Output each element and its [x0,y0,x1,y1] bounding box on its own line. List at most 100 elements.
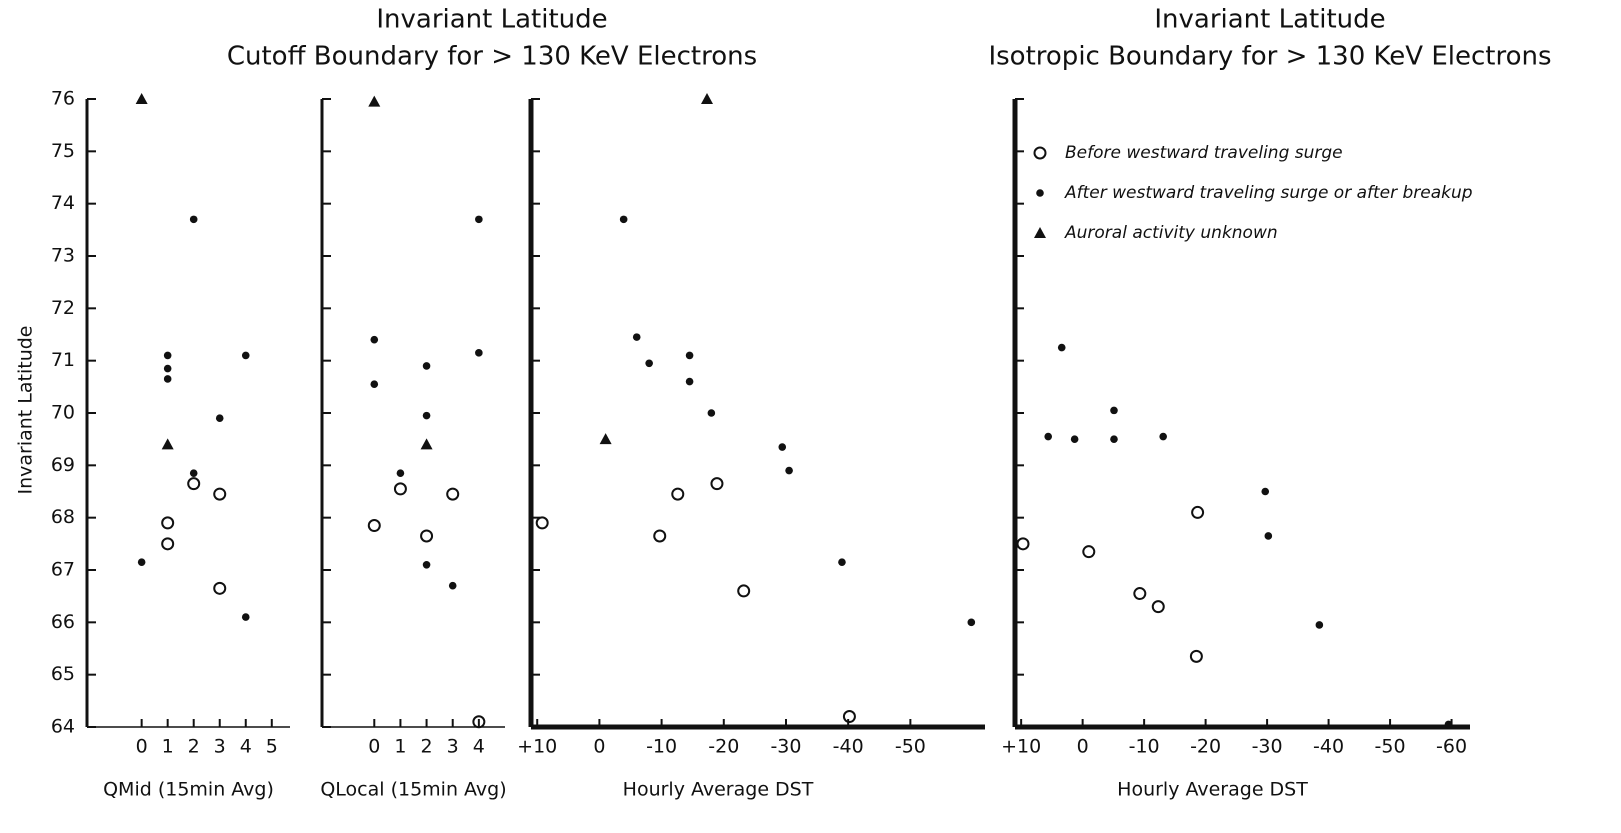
x-tick-label: -40 [833,736,864,758]
x-tick-label: 1 [162,736,174,758]
y-tick-label: 65 [51,663,75,685]
y-tick-label: 68 [51,506,75,528]
dot-point [619,215,628,224]
x-tick-label: 0 [136,736,148,758]
dot-point [1444,720,1453,729]
dot-point [1044,432,1053,441]
x-tick-label: 4 [473,736,485,758]
open-circle-point [213,581,227,595]
open-circle-point [842,710,856,724]
open-circle-point [671,487,685,501]
x-tick-label: +10 [517,736,557,758]
dot-point [448,581,457,590]
open-circle-point [710,477,724,491]
y-tick-label: 69 [51,454,75,476]
dot-point [475,215,483,224]
open-circle-point [472,715,486,729]
dot-point [685,351,694,360]
open-circle-point [1133,587,1147,601]
open-circle-point [446,487,460,501]
triangle-point [161,438,174,450]
x-tick-label: 4 [240,736,252,758]
triangle-point [701,93,714,104]
x-tick-label: -40 [1313,736,1344,758]
open-circle-point [187,477,201,491]
y-tick-label: 72 [51,297,75,319]
dot-point [189,215,198,224]
dot-point [422,411,431,420]
open-circle-point [161,537,175,551]
legend-symbol [1033,146,1047,160]
x-axis-label: Hourly Average DST [1117,779,1308,801]
x-tick-label: -30 [770,736,801,758]
dot-point [645,359,653,368]
chart-title: Invariant Latitude [376,5,607,35]
x-tick-label: 2 [188,736,200,758]
open-circle-point [393,482,407,496]
dot-point [1057,343,1066,352]
dot-point [370,335,379,344]
dot-point [189,469,198,477]
dot-point [1261,487,1270,496]
open-circle-point [367,519,381,533]
legend-symbol [1034,227,1046,238]
x-tick-label: -50 [1375,736,1406,758]
dot-point [1070,435,1079,443]
dot-point [163,364,172,373]
dot-point [1315,621,1324,629]
dot-point [422,362,431,370]
dot-point [967,618,976,627]
legend-symbol [1036,189,1044,197]
y-tick-label: 66 [51,611,75,633]
legend-label: Auroral activity unknown [1064,223,1278,243]
x-tick-label: 3 [447,736,459,758]
dot-point [241,351,250,360]
dot-point [241,613,250,621]
dot-point [838,558,846,566]
dot-point [1159,432,1167,441]
dot-point [163,351,172,360]
open-circle-point [213,487,227,501]
dot-point [370,380,379,389]
y-tick-label: 74 [51,192,75,214]
dot-point [422,560,431,569]
x-tick-label: -30 [1252,736,1283,758]
open-circle-point [737,584,751,598]
open-circle-point [653,529,667,543]
x-tick-label: -60 [1436,736,1467,758]
open-circle-point [1189,649,1203,663]
x-tick-label: 5 [266,736,278,758]
triangle-point [420,438,433,450]
open-circle-point [1151,600,1165,614]
y-axis-label: Invariant Latitude [15,326,37,495]
x-axis-label: QMid (15min Avg) [103,779,274,801]
triangle-point [368,95,381,107]
y-tick-label: 76 [51,88,75,110]
open-circle-point [1191,505,1205,519]
dot-point [778,443,787,451]
x-tick-label: 0 [593,736,605,758]
dot-point [137,558,146,566]
open-circle-point [420,529,434,543]
dot-point [785,466,793,475]
dot-point [475,349,483,357]
y-tick-label: 73 [51,245,75,267]
dot-point [707,409,716,417]
dot-point [163,375,172,383]
x-tick-label: 0 [368,736,380,758]
dot-point [396,469,405,477]
dot-point [215,414,224,423]
x-axis-label: Hourly Average DST [623,779,814,801]
y-tick-label: 70 [51,402,75,424]
y-tick-label: 71 [51,349,75,371]
legend-label: After westward traveling surge or after … [1064,183,1473,203]
x-tick-label: -20 [1190,736,1221,758]
open-circle-point [1082,545,1096,559]
x-tick-label: 2 [421,736,433,758]
dot-point [1110,435,1118,443]
x-tick-label: 1 [394,736,406,758]
open-circle-point [161,516,175,530]
x-tick-label: -50 [895,736,926,758]
dot-point [1264,532,1273,540]
